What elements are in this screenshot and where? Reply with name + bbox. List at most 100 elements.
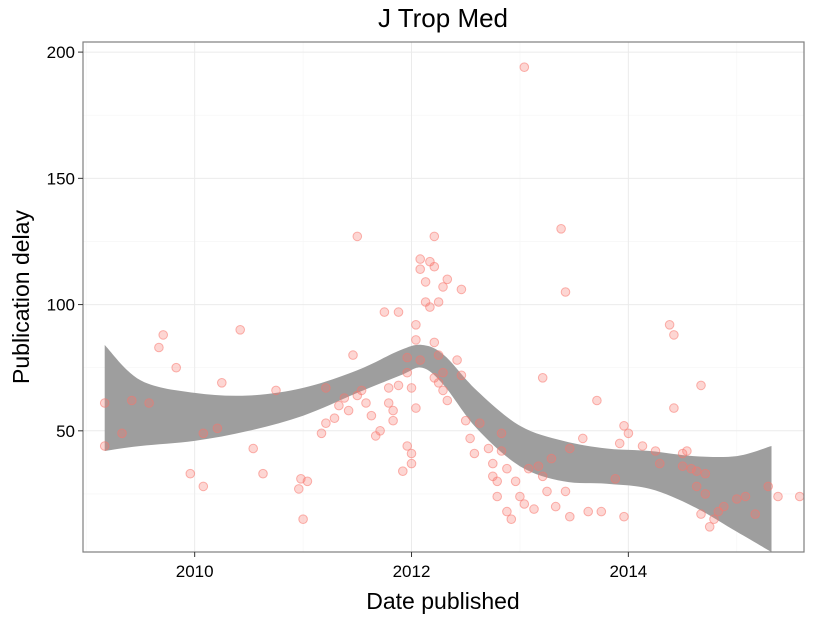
data-point [442,274,453,285]
data-point [144,398,154,408]
data-point [669,403,679,413]
data-point [171,362,181,373]
data-point [483,443,494,454]
data-point [235,325,245,335]
data-point [154,342,164,353]
data-point [502,506,512,517]
data-point [433,297,444,307]
x-axis-label: Date published [366,588,519,614]
data-point [393,380,404,391]
data-point [402,441,413,451]
data-point [465,433,475,444]
data-point [442,395,453,406]
x-tick-label: 2014 [609,562,647,581]
data-point [664,320,675,330]
x-tick-label: 2010 [176,562,214,581]
data-point [375,426,385,436]
data-point [334,400,344,411]
data-point [510,476,521,487]
data-point [542,486,552,497]
data-point [425,302,435,312]
data-point [406,448,417,459]
data-point [456,284,467,295]
data-point [537,373,548,383]
data-point [732,494,742,504]
data-point [677,461,688,472]
data-point [560,287,571,297]
data-point [475,418,485,429]
data-point [686,463,697,474]
data-point [529,504,539,514]
data-point [492,491,503,502]
data-point [578,433,588,444]
data-point [488,458,498,469]
data-point [329,413,340,424]
data-point [704,522,715,532]
data-point [550,501,561,512]
data-point [379,307,390,317]
data-point [492,476,503,487]
data-point [294,484,304,494]
data-point [623,428,634,439]
x-tick-label: 2012 [393,562,431,581]
data-point [321,383,331,393]
data-point [393,307,404,317]
data-point [348,350,358,360]
data-point [515,491,525,502]
confidence-band [104,344,772,552]
data-point [258,468,268,479]
data-point [366,410,377,421]
data-point [420,277,431,287]
data-point [700,489,711,499]
data-point [506,514,517,525]
data-point [560,486,571,497]
data-point [99,441,110,451]
data-point [198,481,209,492]
data-point [592,395,602,406]
data-point [383,398,394,408]
data-point [709,514,719,525]
data-point [429,261,440,272]
data-point [456,370,467,381]
data-point [411,320,421,330]
data-point [271,385,281,396]
data-point [248,443,258,454]
data-point [502,463,512,474]
data-point [438,367,448,378]
data-point [637,441,648,451]
data-point [321,418,331,429]
data-point [763,481,774,492]
data-point [519,62,530,72]
data-point [411,335,421,345]
data-point [750,509,761,519]
data-point [719,501,729,512]
data-point [415,254,426,264]
data-point [398,466,408,477]
data-point [212,423,223,434]
data-point [198,428,209,439]
data-point [650,446,661,456]
data-point [696,380,706,391]
data-point [610,474,621,484]
data-point [565,443,575,454]
data-point [339,393,350,403]
data-point [565,511,575,522]
data-point [596,506,607,517]
data-point [556,224,566,234]
data-point [343,405,354,416]
data-point [691,481,702,492]
data-point [117,428,127,439]
data-points [99,62,805,532]
data-point [415,264,426,275]
y-axis: 50 100 150 200 [47,43,83,441]
data-point [356,385,367,396]
data-point [388,405,398,416]
data-point [438,282,448,292]
data-point [402,367,413,378]
data-point [669,330,679,340]
data-point [429,231,440,242]
data-point [533,461,544,472]
data-point [523,463,534,474]
data-point [496,446,507,456]
data-point [158,330,168,340]
